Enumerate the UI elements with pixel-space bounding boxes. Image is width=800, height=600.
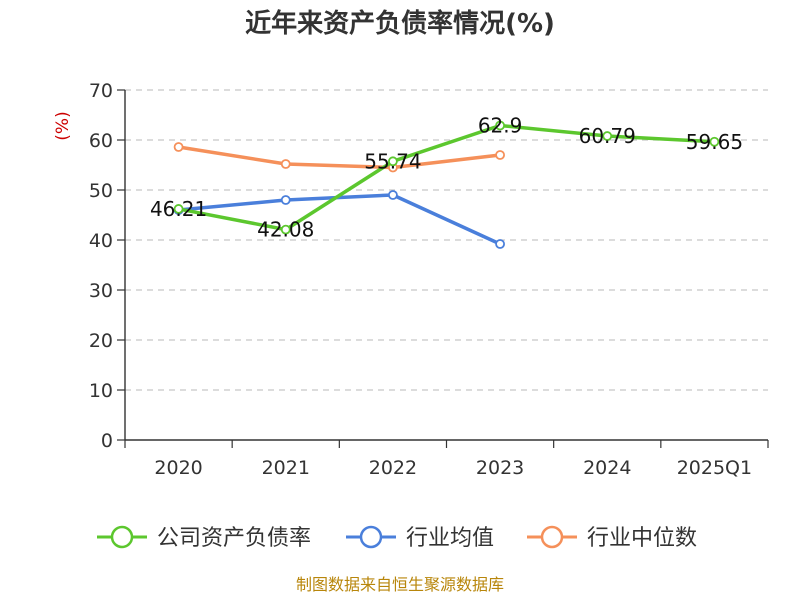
y-tick-label: 40 bbox=[89, 230, 113, 252]
data-label: 60.79 bbox=[579, 124, 636, 148]
chart-title: 近年来资产负债率情况(%) bbox=[245, 8, 555, 39]
legend-label: 公司资产负债率 bbox=[157, 526, 311, 551]
legend-marker bbox=[110, 525, 134, 549]
y-tick-label: 30 bbox=[89, 280, 113, 302]
x-tick-label: 2022 bbox=[369, 457, 417, 479]
y-tick-label: 10 bbox=[89, 380, 113, 402]
series-2 bbox=[173, 142, 505, 173]
y-tick-label: 70 bbox=[89, 80, 113, 102]
data-point bbox=[388, 156, 398, 167]
legend-item-2: 行业中位数 bbox=[527, 525, 697, 551]
series-0 bbox=[173, 120, 720, 235]
data-label: 59.65 bbox=[686, 130, 743, 154]
data-labels: 46.21 42.08 55.74 62.9 60.79 59.65 bbox=[150, 114, 743, 242]
legend-label: 行业均值 bbox=[406, 526, 494, 551]
data-point bbox=[602, 131, 613, 141]
x-tick-labels: 2020 2021 2022 2023 2024 2025Q1 bbox=[154, 457, 752, 479]
data-label: 46.21 bbox=[150, 197, 207, 221]
series-line bbox=[176, 123, 717, 232]
legend-item-0: 公司资产负债率 bbox=[97, 525, 311, 551]
grid-lines bbox=[125, 89, 768, 391]
data-label: 62.9 bbox=[478, 114, 523, 138]
data-label: 55.74 bbox=[364, 149, 421, 173]
source-note: 制图数据来自恒生聚源数据库 bbox=[296, 575, 504, 594]
data-point bbox=[280, 224, 291, 235]
axes bbox=[117, 89, 769, 448]
data-point bbox=[709, 136, 720, 147]
y-tick-label: 50 bbox=[89, 180, 113, 202]
x-tick-label: 2025Q1 bbox=[677, 457, 752, 479]
y-tick-label: 20 bbox=[89, 330, 113, 352]
x-tick-label: 2021 bbox=[262, 457, 310, 479]
series-line bbox=[176, 145, 502, 170]
data-point bbox=[173, 142, 184, 152]
x-tick-label: 2020 bbox=[154, 457, 202, 479]
data-label: 42.08 bbox=[257, 218, 314, 242]
legend-item-1: 行业均值 bbox=[346, 525, 494, 551]
data-point bbox=[495, 120, 505, 131]
data-point bbox=[388, 190, 398, 200]
data-point bbox=[495, 150, 505, 160]
data-point bbox=[280, 159, 291, 169]
legend-marker bbox=[359, 525, 383, 549]
y-tick-label: 0 bbox=[101, 430, 113, 452]
legend-label: 行业中位数 bbox=[587, 526, 697, 551]
y-tick-labels: 0 10 20 30 40 50 60 70 bbox=[89, 80, 113, 452]
data-point bbox=[173, 204, 184, 214]
series-layer bbox=[173, 120, 720, 249]
x-tick-label: 2024 bbox=[583, 457, 631, 479]
data-point bbox=[280, 195, 291, 205]
y-axis-unit-label: (%) bbox=[53, 111, 73, 140]
legend: 公司资产负债率 行业均值 行业中位数 bbox=[97, 525, 697, 551]
x-tick-label: 2023 bbox=[476, 457, 524, 479]
legend-marker bbox=[540, 525, 564, 549]
data-point bbox=[495, 239, 505, 249]
y-tick-label: 60 bbox=[89, 130, 113, 152]
